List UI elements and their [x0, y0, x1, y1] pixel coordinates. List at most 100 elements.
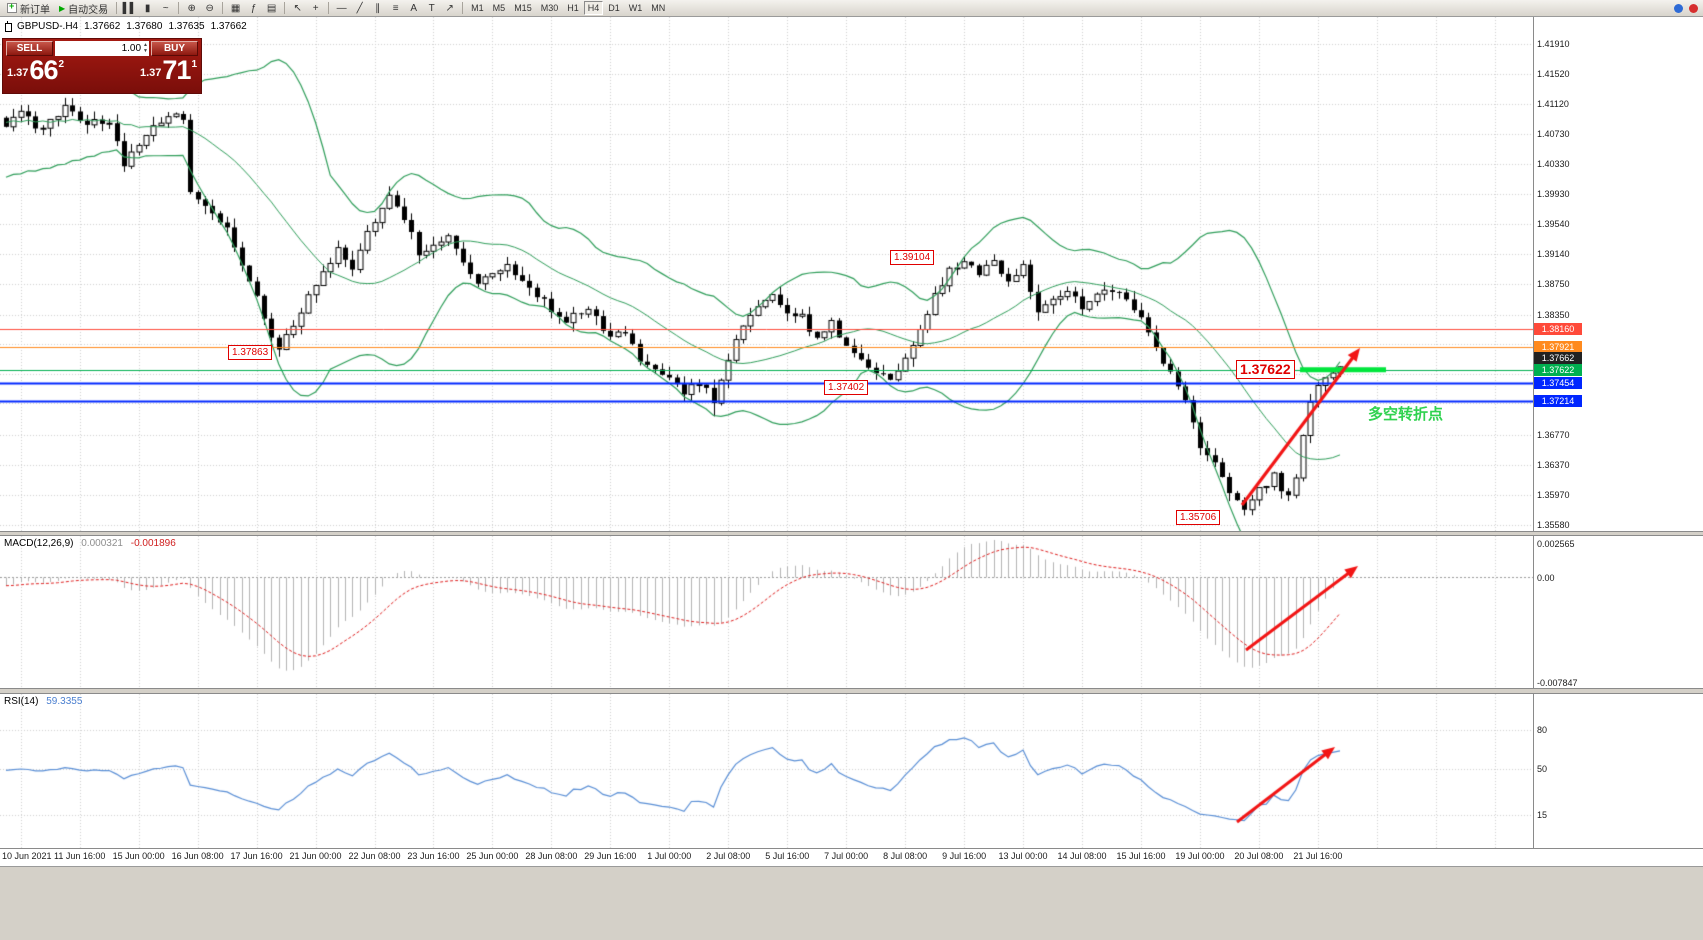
time-axis-label: 23 Jun 16:00	[407, 851, 460, 861]
chart-close-value: 1.37662	[210, 21, 247, 32]
text-label-icon[interactable]: T	[428, 2, 435, 14]
rsi-value: 59.3355	[46, 696, 83, 707]
auto-trading-label: 自动交易	[68, 4, 109, 16]
horizontal-line-icon[interactable]: —	[336, 2, 347, 14]
rsi-label: RSI(14)	[4, 696, 39, 707]
timeframe-button-w1[interactable]: W1	[628, 3, 643, 13]
main-chart-canvas[interactable]	[0, 17, 1533, 531]
fibonacci-icon[interactable]: ≡	[392, 2, 399, 14]
buy-button[interactable]: BUY	[151, 41, 198, 56]
volume-value: 1.00	[121, 43, 142, 54]
rsi-header: RSI(14) 59.3355	[4, 696, 82, 707]
timeframe-button-m5[interactable]: M5	[492, 3, 506, 13]
timeframe-button-d1[interactable]: D1	[608, 3, 620, 13]
buy-price-prefix: 1.37	[139, 67, 162, 79]
time-axis-label: 2 Jul 08:00	[706, 851, 751, 861]
time-axis-label: 20 Jul 08:00	[1234, 851, 1284, 861]
price-axis-badge: 1.37662	[1534, 351, 1582, 364]
price-axis-label: 1.39140	[1537, 249, 1570, 260]
timeframe-button-m30[interactable]: M30	[540, 3, 559, 13]
macd-signal-value: -0.001896	[130, 538, 176, 549]
price-axis-border	[1533, 17, 1534, 848]
text-icon[interactable]: A	[410, 2, 417, 14]
panel-separator[interactable]	[0, 688, 1703, 694]
zoom-out-icon[interactable]: ⊖	[205, 2, 214, 14]
line-chart-icon[interactable]: ~	[162, 2, 169, 14]
indicators-icon[interactable]: ƒ	[250, 2, 257, 14]
chart-annotation-text[interactable]: 多空转折点	[1368, 406, 1444, 423]
tile-windows-icon[interactable]: ▦	[230, 2, 241, 14]
time-axis-label: 7 Jul 00:00	[824, 851, 869, 861]
time-axis-label: 21 Jun 00:00	[289, 851, 342, 861]
timeframe-button-m1[interactable]: M1	[471, 3, 484, 13]
price-axis-label: 1.36370	[1537, 459, 1570, 470]
time-axis-label: 21 Jul 16:00	[1293, 851, 1343, 861]
price-callout[interactable]: 1.39104	[890, 250, 935, 265]
auto-trading-button[interactable]: ▶ 自动交易	[55, 1, 112, 16]
volume-down-button[interactable]: ▼	[143, 48, 148, 54]
red-dot-icon	[1688, 3, 1698, 13]
volume-stepper: ▲ ▼	[143, 43, 148, 55]
timeframe-button-h4[interactable]: H4	[583, 1, 604, 15]
time-axis-label: 17 Jun 16:00	[230, 851, 283, 861]
price-axis-label: 1.39930	[1537, 189, 1570, 200]
chart-high-value: 1.37680	[126, 21, 163, 32]
buy-price-sup: 1	[191, 59, 197, 70]
toolbar-separator	[284, 2, 286, 14]
toolbar-separator	[222, 2, 224, 14]
rsi-panel-canvas[interactable]	[0, 694, 1533, 848]
price-axis-badge: 1.37454	[1534, 376, 1582, 389]
time-axis-label: 1 Jul 00:00	[647, 851, 692, 861]
cursor-icon[interactable]: ↖	[293, 2, 302, 14]
price-axis-label: 1.41120	[1537, 99, 1569, 110]
price-axis-badge: 1.38160	[1534, 322, 1582, 335]
toolbar-right-icon-red[interactable]	[1686, 1, 1700, 15]
sell-price-big: 66	[29, 55, 58, 85]
new-order-icon	[7, 1, 17, 13]
sell-price-display[interactable]: 1.37 66 2	[7, 57, 64, 84]
volume-input[interactable]: 1.00 ▲ ▼	[55, 41, 149, 56]
price-axis-badge: 1.37622	[1534, 363, 1582, 376]
zoom-in-icon[interactable]: ⊕	[187, 2, 196, 14]
toolbar-separator	[178, 2, 180, 14]
price-callout[interactable]: 1.37622	[1236, 360, 1295, 379]
sell-button[interactable]: SELL	[6, 41, 53, 56]
price-callout[interactable]: 1.37402	[824, 380, 869, 395]
timeframe-button-h1[interactable]: H1	[567, 3, 579, 13]
timeframe-button-mn[interactable]: MN	[651, 3, 666, 13]
time-axis-label: 5 Jul 16:00	[765, 851, 810, 861]
price-axis-badge: 1.37921	[1534, 341, 1582, 354]
trendline-icon[interactable]: ╱	[356, 2, 363, 14]
macd-panel-canvas[interactable]	[0, 536, 1533, 688]
price-callout[interactable]: 1.35706	[1176, 510, 1221, 525]
panel-separator[interactable]	[0, 531, 1703, 536]
time-axis-label: 15 Jul 16:00	[1116, 851, 1166, 861]
price-axis-label: 1.36770	[1537, 429, 1570, 440]
auto-trading-icon: ▶	[59, 3, 66, 13]
time-axis-label: 16 Jun 08:00	[171, 851, 224, 861]
one-click-trading-panel: SELL 1.00 ▲ ▼ BUY 1.37 66 2 1.37 71 1	[2, 38, 202, 94]
price-axis-label: 1.35580	[1537, 520, 1570, 531]
macd-value: 0.000321	[81, 538, 123, 549]
sell-price-sup: 2	[58, 59, 65, 70]
candlestick-chart-icon[interactable]: ▮	[144, 2, 151, 14]
buy-price-display[interactable]: 1.37 71 1	[140, 57, 197, 84]
time-axis-label: 11 Jun 16:00	[53, 851, 106, 861]
bar-chart-icon[interactable]: ▌▌	[122, 2, 137, 14]
timeframe-button-m15[interactable]: M15	[514, 3, 532, 13]
templates-icon[interactable]: ▤	[266, 2, 277, 14]
volume-up-button[interactable]: ▲	[143, 42, 148, 48]
equidistant-channel-icon[interactable]: ∥	[375, 2, 381, 14]
macd-axis-label: -0.007847	[1537, 678, 1578, 688]
chart-low-value: 1.37635	[168, 21, 205, 32]
price-callout[interactable]: 1.37863	[228, 345, 273, 360]
toolbar-right-icon-blue[interactable]	[1671, 1, 1685, 15]
price-axis-label: 1.41910	[1537, 39, 1570, 49]
macd-label: MACD(12,26,9)	[4, 538, 74, 549]
time-axis-label: 15 Jun 00:00	[112, 851, 165, 861]
toolbar-separator	[328, 2, 330, 14]
new-order-button[interactable]: 新订单	[3, 1, 54, 16]
chart-open-value: 1.37662	[84, 21, 121, 32]
crosshair-icon[interactable]: +	[312, 2, 319, 14]
arrow-tools-icon[interactable]: ↗	[445, 2, 454, 14]
